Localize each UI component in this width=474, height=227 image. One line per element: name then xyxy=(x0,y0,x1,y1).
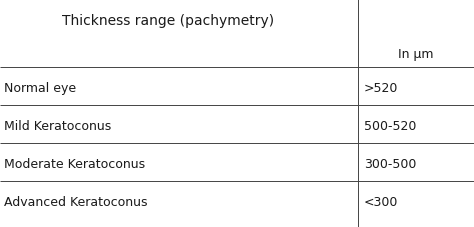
Text: Advanced Keratoconus: Advanced Keratoconus xyxy=(4,195,147,208)
Text: Thickness range (pachymetry): Thickness range (pachymetry) xyxy=(62,14,274,28)
Text: Normal eye: Normal eye xyxy=(4,82,76,95)
Text: Moderate Keratoconus: Moderate Keratoconus xyxy=(4,157,145,170)
Text: <300: <300 xyxy=(364,195,398,208)
Text: >520: >520 xyxy=(364,82,398,95)
Text: 300-500: 300-500 xyxy=(364,157,416,170)
Text: Mild Keratoconus: Mild Keratoconus xyxy=(4,119,111,132)
Text: 500-520: 500-520 xyxy=(364,119,416,132)
Text: In μm: In μm xyxy=(398,48,434,61)
